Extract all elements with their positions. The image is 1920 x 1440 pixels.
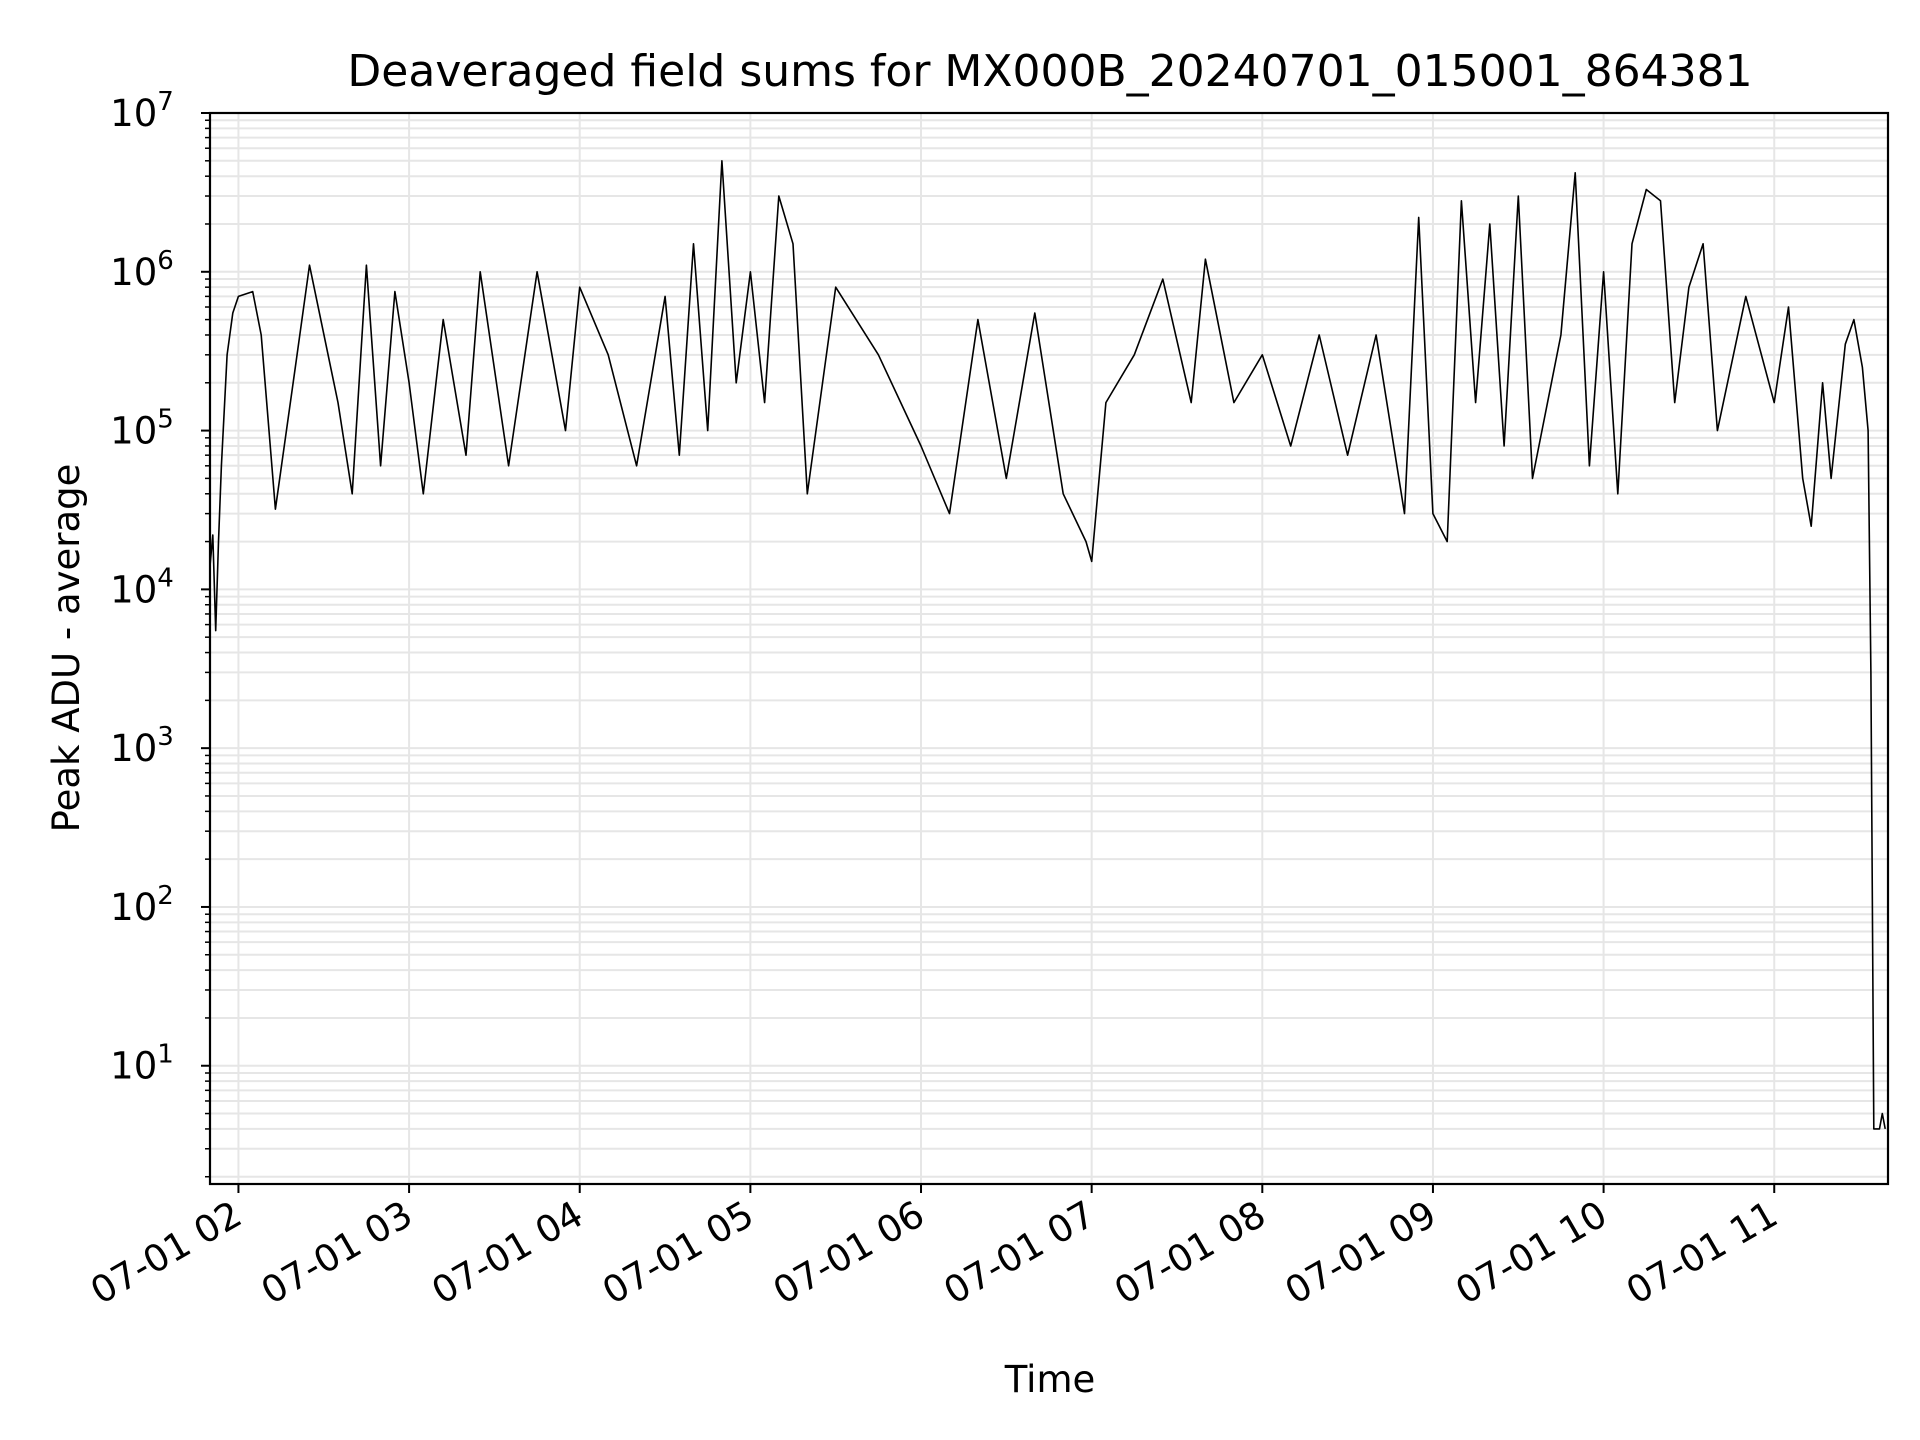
y-tick-label: 103 [110,722,174,770]
x-axis-label: Time [1004,1358,1096,1401]
series-line-0 [209,160,1886,1130]
plot-frame [208,111,1890,1186]
chart-title: Deaveraged field sums for MX000B_2024070… [347,46,1752,97]
y-tick-label: 104 [110,563,174,611]
y-tick-label: 106 [110,246,174,294]
y-tick-label: 105 [110,405,174,453]
y-axis-label: Peak ADU - average [45,464,88,833]
y-tick-label: 107 [110,87,174,135]
y-axis: 101 102 103 104 105 106 107 [110,87,210,1178]
y-tick-label: 102 [110,881,174,929]
y-tick-label: 101 [110,1040,174,1088]
data-line-group [209,160,1886,1130]
